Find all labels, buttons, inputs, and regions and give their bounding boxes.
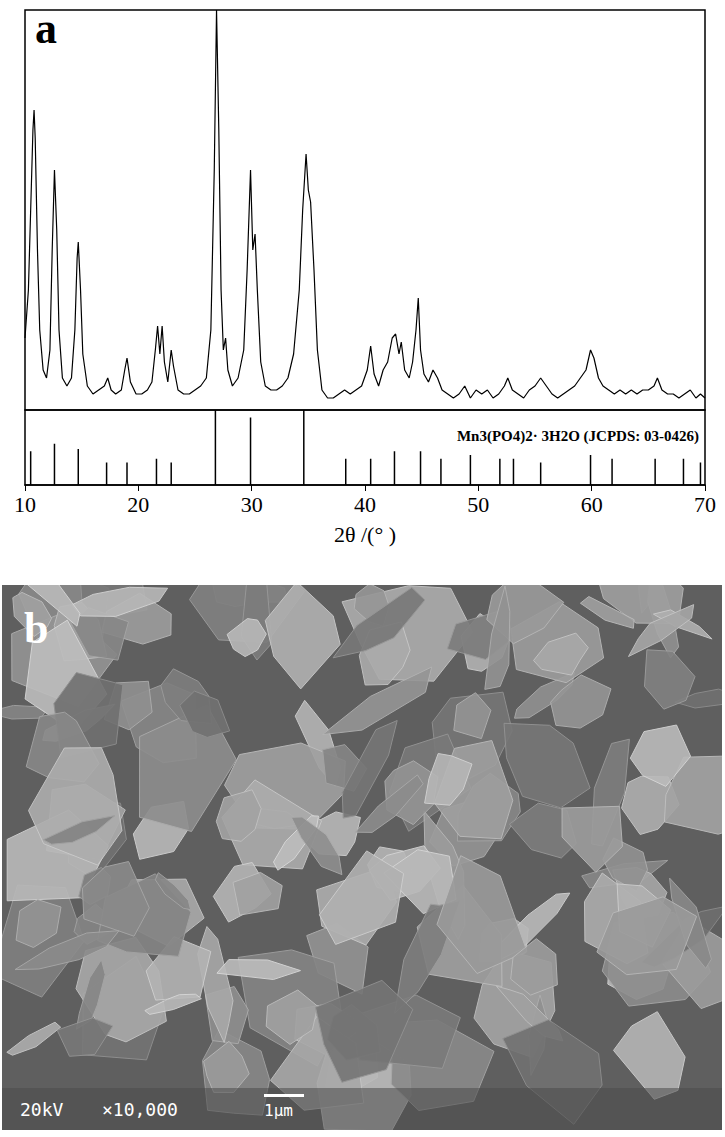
svg-text:b: b	[24, 604, 48, 653]
svg-text:30: 30	[241, 492, 263, 517]
svg-text:50: 50	[467, 492, 489, 517]
svg-text:70: 70	[694, 492, 716, 517]
svg-text:a: a	[35, 4, 57, 53]
svg-text:60: 60	[581, 492, 603, 517]
svg-text:1μm: 1μm	[264, 1101, 293, 1120]
svg-text:20: 20	[127, 492, 149, 517]
svg-text:10: 10	[14, 492, 36, 517]
svg-text:2θ /(° ): 2θ /(° )	[334, 522, 396, 547]
svg-text:×10,000: ×10,000	[102, 1099, 178, 1120]
svg-text:20kV: 20kV	[20, 1099, 64, 1120]
svg-text:40: 40	[354, 492, 376, 517]
svg-text:Mn3(PO4)2· 3H2O (JCPDS: 03-042: Mn3(PO4)2· 3H2O (JCPDS: 03-0426)	[457, 428, 699, 445]
